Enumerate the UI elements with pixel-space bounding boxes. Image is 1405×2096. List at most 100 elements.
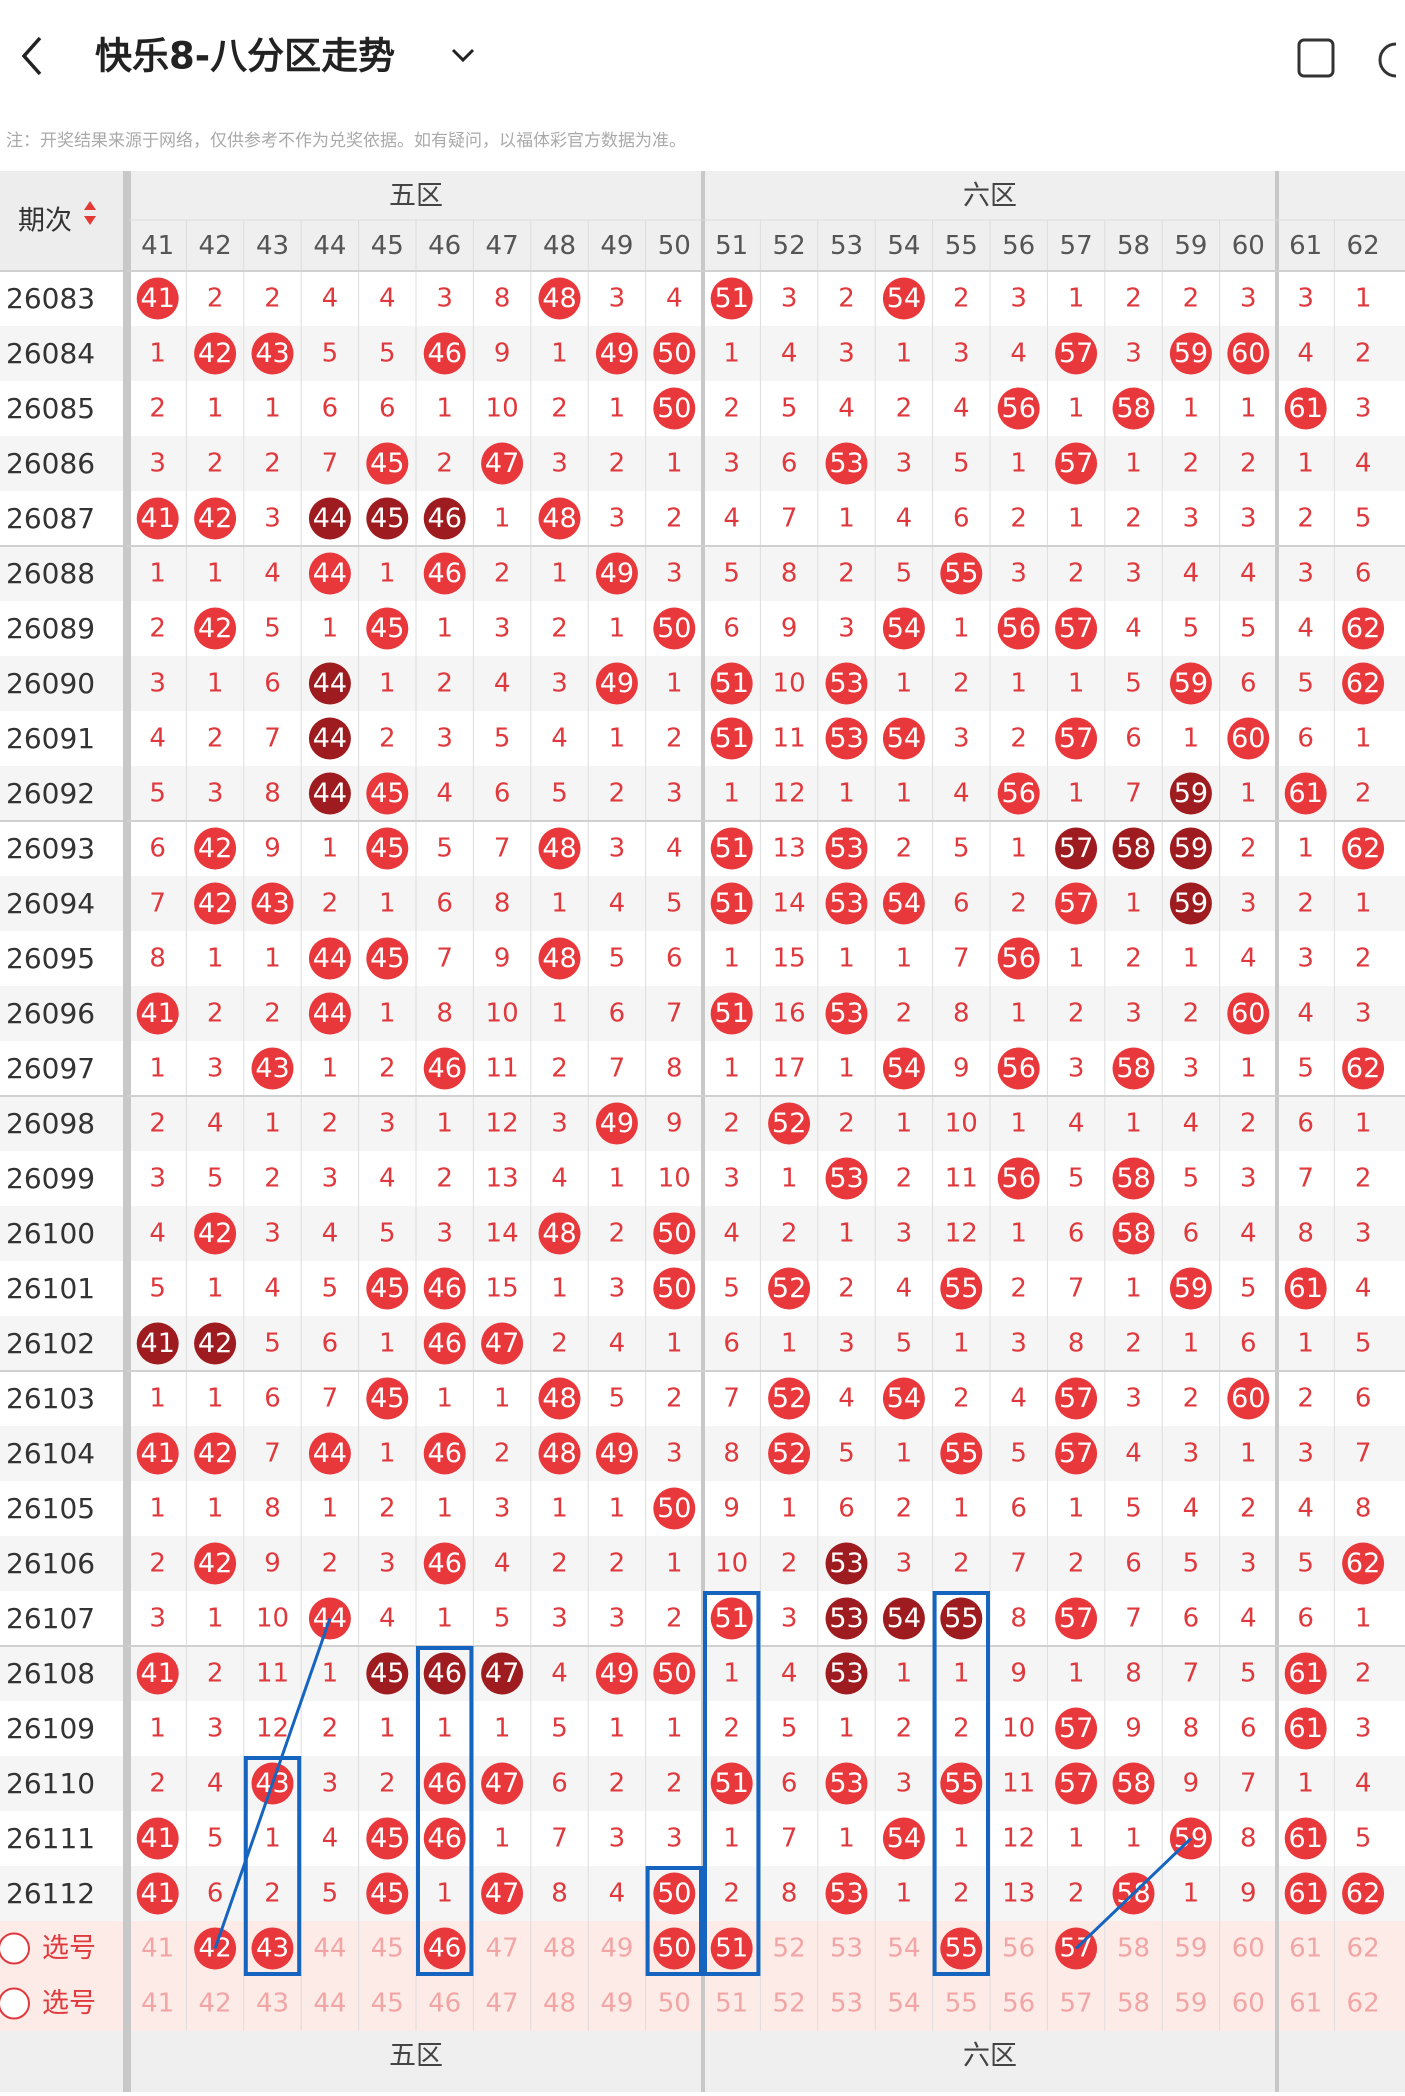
column-number: 44 (313, 231, 346, 261)
select-number[interactable]: 62 (1347, 1934, 1380, 1964)
select-number[interactable]: 60 (1232, 1934, 1265, 1964)
ball (653, 1872, 696, 1915)
select-number[interactable]: 43 (256, 1934, 289, 1964)
period: 26111 (6, 1822, 95, 1855)
dropdown-icon[interactable] (451, 48, 475, 63)
select-number[interactable]: 56 (1002, 1989, 1035, 2019)
ball-number: 49 (600, 1438, 634, 1469)
ball (1169, 1267, 1212, 1310)
select-number[interactable]: 52 (773, 1989, 806, 2019)
miss-count: 1 (1297, 449, 1314, 479)
ball (882, 277, 925, 320)
select-number[interactable]: 47 (486, 1934, 519, 1964)
miss-count: 3 (1240, 1549, 1257, 1579)
miss-count: 5 (149, 779, 166, 809)
miss-count: 3 (723, 1164, 740, 1194)
miss-count: 5 (494, 1604, 511, 1634)
select-number[interactable]: 47 (486, 1989, 519, 2019)
select-number[interactable]: 54 (887, 1934, 920, 1964)
miss-count: 5 (781, 1714, 798, 1744)
ball-number: 56 (1002, 778, 1036, 809)
select-number[interactable]: 62 (1347, 1989, 1380, 2019)
miss-count: 1 (379, 559, 396, 589)
ball-number: 57 (1059, 448, 1093, 479)
select-number[interactable]: 44 (313, 1934, 346, 1964)
select-number[interactable]: 42 (199, 1989, 232, 2019)
miss-count: 10 (658, 1164, 691, 1194)
select-number[interactable]: 41 (141, 1934, 174, 1964)
select-number[interactable]: 50 (658, 1989, 691, 2019)
select-radio[interactable] (0, 1987, 30, 2020)
select-number[interactable]: 48 (543, 1989, 576, 2019)
ball-number: 42 (198, 1328, 232, 1359)
miss-count: 4 (207, 1109, 224, 1139)
ball-number: 53 (829, 1603, 863, 1634)
miss-count: 2 (1240, 1109, 1257, 1139)
ball-number: 54 (887, 723, 921, 754)
miss-count: 5 (896, 1329, 913, 1359)
miss-count: 12 (1002, 1824, 1035, 1854)
miss-count: 1 (207, 1494, 224, 1524)
select-number[interactable]: 55 (945, 1989, 978, 2019)
select-number[interactable]: 45 (371, 1989, 404, 2019)
select-number[interactable]: 51 (715, 1934, 748, 1964)
select-number[interactable]: 48 (543, 1934, 576, 1964)
select-number[interactable]: 53 (830, 1989, 863, 2019)
back-button[interactable] (21, 36, 42, 76)
select-number[interactable]: 57 (1060, 1989, 1093, 2019)
select-number[interactable]: 58 (1117, 1934, 1150, 1964)
ball (366, 937, 409, 980)
ball-number: 42 (198, 1218, 232, 1249)
ball-number: 45 (370, 833, 404, 864)
miss-count: 3 (1125, 559, 1142, 589)
miss-count: 2 (1355, 1659, 1372, 1689)
select-number[interactable]: 43 (256, 1989, 289, 2019)
miss-count: 5 (953, 834, 970, 864)
select-number[interactable]: 59 (1174, 1934, 1207, 1964)
miss-count: 1 (838, 1219, 855, 1249)
ball-number: 54 (887, 1053, 921, 1084)
select-number[interactable]: 55 (945, 1934, 978, 1964)
more-icon[interactable] (1378, 42, 1397, 78)
select-number[interactable]: 46 (428, 1989, 461, 2019)
ball (825, 1597, 868, 1640)
miss-count: 5 (1240, 1274, 1257, 1304)
miss-count: 4 (781, 339, 798, 369)
select-number[interactable]: 61 (1289, 1934, 1322, 1964)
select-number[interactable]: 60 (1232, 1989, 1265, 2019)
miss-count: 3 (1183, 1054, 1200, 1084)
select-number[interactable]: 44 (313, 1989, 346, 2019)
select-number[interactable]: 61 (1289, 1989, 1322, 2019)
miss-count: 2 (264, 284, 281, 314)
miss-count: 2 (1068, 999, 1085, 1029)
select-number[interactable]: 54 (887, 1989, 920, 2019)
ball-number: 49 (600, 668, 634, 699)
select-number[interactable]: 50 (658, 1934, 691, 1964)
miss-count: 1 (953, 1494, 970, 1524)
period-header: 期次 (18, 206, 72, 237)
miss-count: 7 (953, 944, 970, 974)
ball (595, 1102, 638, 1145)
ball (366, 1817, 409, 1860)
select-number[interactable]: 41 (141, 1989, 174, 2019)
miss-count: 4 (838, 1384, 855, 1414)
miss-count: 15 (773, 944, 806, 974)
select-number[interactable]: 51 (715, 1989, 748, 2019)
select-number[interactable]: 53 (830, 1934, 863, 1964)
miss-count: 6 (1183, 1604, 1200, 1634)
select-number[interactable]: 56 (1002, 1934, 1035, 1964)
select-number[interactable]: 49 (600, 1989, 633, 2019)
select-number[interactable]: 45 (371, 1934, 404, 1964)
share-icon[interactable] (1297, 38, 1335, 78)
select-number[interactable]: 52 (773, 1934, 806, 1964)
select-number[interactable]: 59 (1174, 1989, 1207, 2019)
ball (423, 1432, 466, 1475)
miss-count: 12 (486, 1109, 519, 1139)
select-radio[interactable] (0, 1932, 30, 1965)
select-number[interactable]: 46 (428, 1934, 461, 1964)
miss-count: 5 (149, 1274, 166, 1304)
miss-count: 5 (1125, 1494, 1142, 1524)
select-number[interactable]: 49 (600, 1934, 633, 1964)
select-number[interactable]: 58 (1117, 1989, 1150, 2019)
